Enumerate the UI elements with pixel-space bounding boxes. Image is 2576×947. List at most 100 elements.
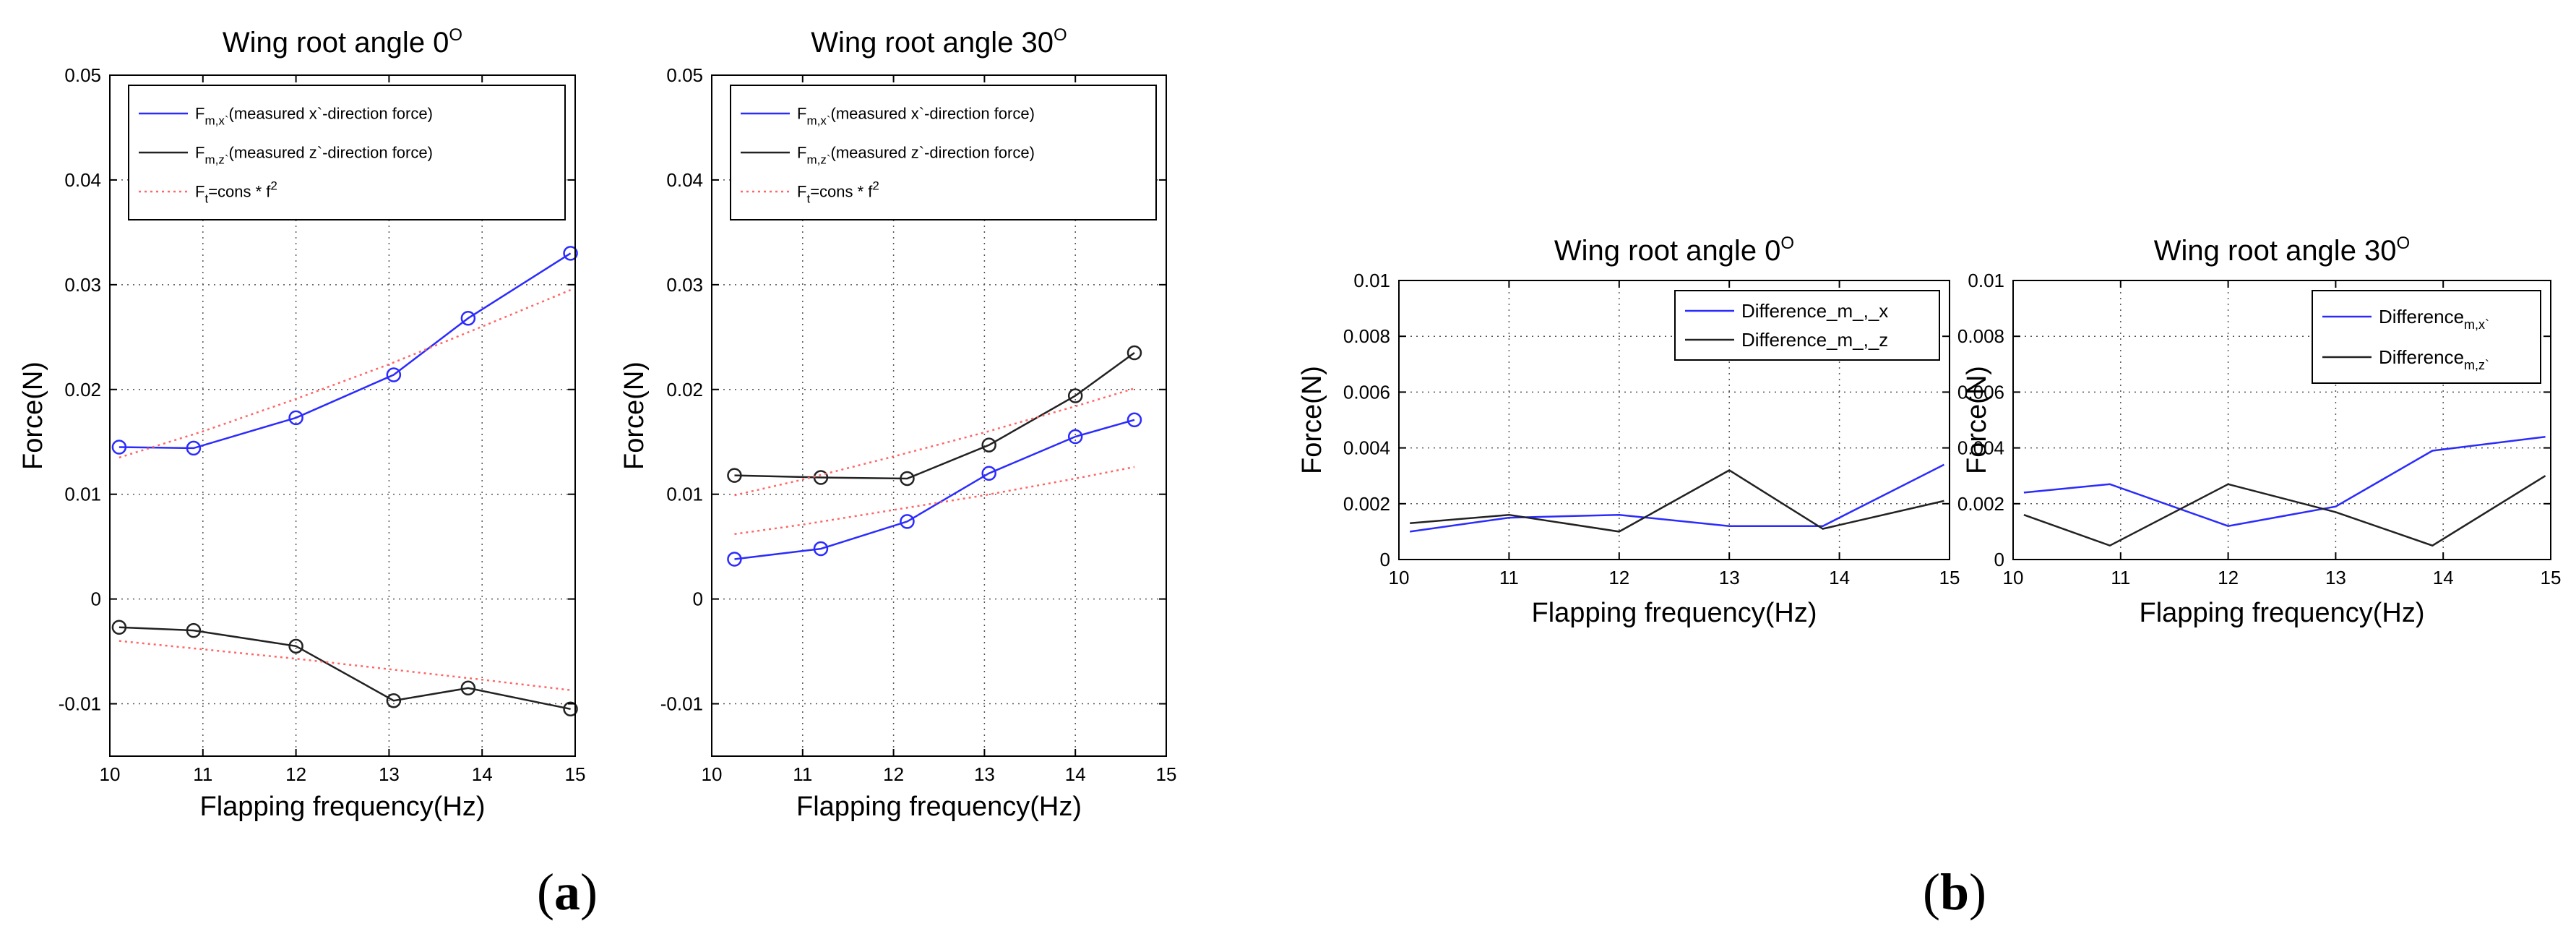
- y-tick-label: 0.02: [64, 379, 101, 400]
- x-tick-label: 15: [1156, 763, 1177, 785]
- y-tick-label: 0.04: [666, 169, 703, 191]
- legend-text: (measured x`-direction force): [831, 105, 1035, 123]
- legend-label: Differencem,z`: [2379, 346, 2489, 372]
- panel-label-b: (b): [1923, 863, 1986, 921]
- data-point: [386, 367, 402, 382]
- y-tick-label: -0.01: [59, 693, 101, 715]
- data-point: [727, 552, 742, 567]
- series-line-2: [734, 387, 1135, 497]
- y-tick-label: 0.03: [64, 274, 101, 296]
- x-tick-label: 10: [2003, 567, 2024, 588]
- legend-main-text: F: [797, 105, 806, 123]
- y-axis-label: Force(N): [619, 361, 650, 470]
- x-tick-label: 15: [565, 763, 586, 785]
- legend-main-text: F: [797, 144, 806, 162]
- x-axis-label: Flapping frequency(Hz): [1532, 598, 1817, 628]
- axes-frame: [711, 74, 1167, 757]
- legend-label: Difference_m_,_x: [1741, 300, 1888, 322]
- data-point: [981, 437, 996, 453]
- chart-title-text: Wing root angle 30: [811, 27, 1054, 59]
- data-point: [563, 701, 578, 717]
- x-tick-label: 13: [974, 763, 995, 785]
- data-point: [111, 620, 127, 635]
- data-point: [460, 310, 476, 326]
- y-tick-label: 0.002: [1957, 493, 2004, 515]
- legend-subscript: m,z`: [806, 153, 830, 167]
- y-axis-label: Force(N): [1297, 366, 1327, 474]
- series-line-3: [119, 640, 571, 691]
- data-point: [386, 693, 402, 708]
- chart-title-text: Wing root angle 0: [223, 27, 449, 59]
- legend-subscript: m,z`: [204, 153, 228, 167]
- legend-subscript: t: [806, 192, 810, 206]
- series-line-0: [2023, 435, 2546, 527]
- axes-frame: [109, 74, 576, 757]
- y-tick-label: 0: [693, 588, 703, 610]
- x-tick-label: 13: [379, 763, 400, 785]
- chart-title-superscript: O: [2397, 233, 2411, 253]
- data-point: [111, 440, 127, 455]
- legend-label: Fm,z`(measured z`-direction force): [195, 144, 433, 167]
- chart-title-text: Wing root angle 30: [2154, 235, 2397, 267]
- x-tick-label: 14: [2433, 567, 2454, 588]
- chart-difference-wing-root-0: 10 11 12 13 14 15 0 0.002 0.004 0.006 0.008 0.01 Win…: [1297, 233, 1960, 628]
- x-tick-label: 12: [1608, 567, 1629, 588]
- y-tick-label: 0.004: [1957, 437, 2004, 459]
- data-point: [900, 514, 915, 529]
- series-line-1: [2023, 475, 2546, 547]
- x-tick-label: 11: [1499, 567, 1519, 588]
- data-point: [1127, 345, 1142, 361]
- legend-main-text: F: [195, 144, 204, 162]
- chart-title-text: Wing root angle 0: [1554, 235, 1781, 267]
- panel-label-a: (a): [537, 863, 598, 921]
- legend-main-text: F: [195, 183, 204, 201]
- legend-label: Differencem,x`: [2379, 306, 2489, 332]
- y-tick-label: 0.01: [1968, 270, 2004, 291]
- series-line-1: [119, 626, 571, 711]
- chart-force-wing-root-0: 10 11 12 13 14 15 -0.01 0 0.01 0.02 0.03 0.04 0.05 Wi…: [18, 25, 585, 822]
- axes-frame: [1398, 280, 1950, 560]
- x-axis-label: Flapping frequency(Hz): [796, 792, 1082, 822]
- legend-text: (measured z`-direction force): [229, 144, 433, 162]
- series-line-0: [734, 419, 1135, 560]
- y-tick-label: 0: [1994, 549, 2004, 570]
- legend-label: Fm,x`(measured x`-direction force): [195, 105, 433, 128]
- legend-text: =cons * f: [208, 183, 271, 201]
- x-tick-label: 10: [1389, 567, 1410, 588]
- legend-subscript: m,x`: [204, 114, 228, 128]
- y-tick-label: 0.03: [666, 274, 703, 296]
- legend-label: Ft=cons * f2: [797, 179, 879, 206]
- y-tick-label: 0.008: [1343, 325, 1390, 347]
- data-point: [1067, 388, 1083, 403]
- y-tick-label: 0.006: [1957, 381, 2004, 403]
- data-point: [981, 466, 996, 481]
- legend-subscript: m,x`: [806, 114, 830, 128]
- y-tick-label: 0.008: [1957, 325, 2004, 347]
- chart-title: Wing root angle 30O: [811, 25, 1067, 59]
- y-axis-label: Force(N): [1962, 366, 1992, 474]
- legend-box: [1674, 290, 1940, 361]
- legend-text: (measured z`-direction force): [831, 144, 1035, 162]
- y-tick-label: 0.004: [1343, 437, 1390, 459]
- y-tick-label: 0.04: [64, 169, 101, 191]
- x-tick-label: 10: [702, 763, 723, 785]
- x-tick-label: 13: [1719, 567, 1740, 588]
- legend-main-text: Difference: [2379, 346, 2464, 368]
- y-tick-label: 0.002: [1343, 493, 1390, 515]
- legend-superscript: 2: [872, 179, 879, 193]
- legend-main-text: Difference_m_,_z: [1741, 329, 1888, 351]
- x-axis-label: Flapping frequency(Hz): [200, 792, 486, 822]
- legend-text: =cons * f: [810, 183, 873, 201]
- legend-subscript: t: [204, 192, 208, 206]
- y-tick-label: 0.01: [1353, 270, 1390, 291]
- series-line-0: [119, 252, 572, 450]
- y-tick-label: 0.02: [666, 379, 703, 400]
- x-tick-label: 11: [2111, 567, 2130, 588]
- x-tick-label: 12: [2218, 567, 2239, 588]
- data-point: [288, 410, 303, 426]
- y-tick-label: 0.006: [1343, 381, 1390, 403]
- chart-title-superscript: O: [1780, 233, 1794, 253]
- x-tick-label: 14: [1829, 567, 1850, 588]
- data-point: [460, 680, 476, 696]
